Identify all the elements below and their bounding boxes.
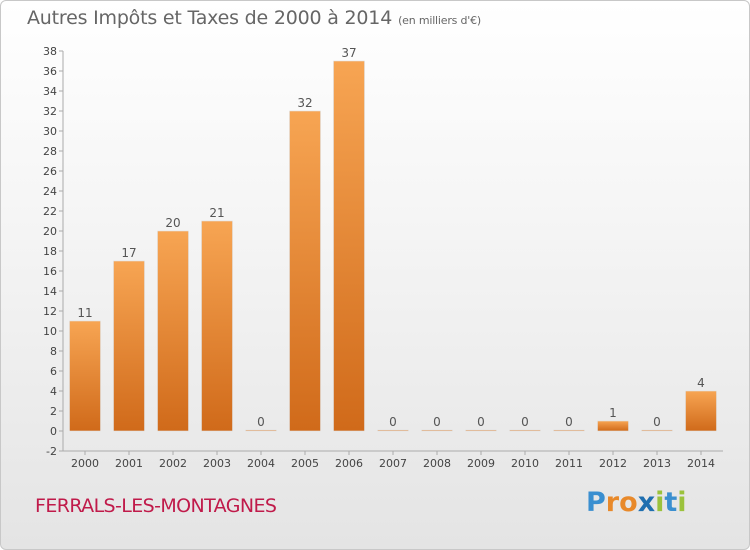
bar-2006 [333, 60, 365, 432]
data-label-2004: 0 [257, 415, 265, 429]
y-tick-label: 34 [43, 85, 57, 98]
chart-title-text: Autres Impôts et Taxes de 2000 à 2014 [27, 7, 393, 29]
y-tick-label: 18 [43, 245, 57, 258]
data-label-2003: 21 [209, 206, 224, 220]
data-label-2012: 1 [609, 406, 617, 420]
chart-subtitle: (en milliers d'€) [398, 14, 481, 27]
y-tick-label: 2 [50, 405, 57, 418]
y-tick-label: 6 [50, 365, 57, 378]
x-tick-label: 2009 [467, 457, 495, 470]
data-label-2000: 11 [77, 306, 92, 320]
x-tick-label: 2008 [423, 457, 451, 470]
bar-2014 [685, 390, 717, 432]
x-tick-label: 2000 [71, 457, 99, 470]
x-tick-label: 2013 [643, 457, 671, 470]
x-tick-label: 2010 [511, 457, 539, 470]
y-tick-label: 22 [43, 205, 57, 218]
y-tick-label: 10 [43, 325, 57, 338]
logo-letter: P [586, 487, 606, 518]
data-label-2002: 20 [165, 216, 180, 230]
logo-letter: i [655, 487, 665, 518]
y-tick-label: 20 [43, 225, 57, 238]
commune-name: FERRALS-LES-MONTAGNES [35, 495, 277, 517]
y-tick-label: 26 [43, 165, 57, 178]
y-tick-label: 28 [43, 145, 57, 158]
logo-letter: i [677, 487, 687, 518]
bar-2011 [553, 429, 585, 432]
y-tick-label: 32 [43, 105, 57, 118]
y-tick-label: 4 [50, 385, 57, 398]
logo-letter: r [605, 487, 620, 518]
logo-letter: t [664, 487, 678, 518]
data-label-2006: 37 [341, 46, 356, 60]
bar-2007 [377, 429, 409, 432]
logo-letter: o [619, 487, 638, 518]
y-tick-label: 8 [50, 345, 57, 358]
x-tick-label: 2012 [599, 457, 627, 470]
y-tick-label: 12 [43, 305, 57, 318]
axes: -202468101214161820222426283032343638200… [43, 45, 723, 470]
y-tick-label: 36 [43, 65, 57, 78]
y-tick-label: 16 [43, 265, 57, 278]
bar-2001 [113, 260, 145, 432]
chart-title: Autres Impôts et Taxes de 2000 à 2014 (en… [27, 7, 481, 29]
bar-2010 [509, 429, 541, 432]
x-tick-label: 2002 [159, 457, 187, 470]
logo-letter: x [637, 487, 656, 518]
y-tick-label: -2 [46, 445, 57, 458]
y-tick-label: 38 [43, 45, 57, 58]
data-label-2010: 0 [521, 415, 529, 429]
x-tick-label: 2004 [247, 457, 275, 470]
x-tick-label: 2014 [687, 457, 715, 470]
bar-2000 [69, 320, 101, 432]
bar-2004 [245, 429, 277, 432]
data-labels: 11 17 20 21 0 32 37 0 0 0 0 0 1 0 4 [77, 46, 704, 429]
data-label-2013: 0 [653, 415, 661, 429]
data-label-2007: 0 [389, 415, 397, 429]
bars [69, 60, 717, 432]
x-tick-label: 2006 [335, 457, 363, 470]
x-tick-label: 2011 [555, 457, 583, 470]
bar-2003 [201, 220, 233, 432]
y-tick-label: 30 [43, 125, 57, 138]
bar-2013 [641, 429, 673, 432]
data-label-2008: 0 [433, 415, 441, 429]
bar-2009 [465, 429, 497, 432]
y-tick-label: 24 [43, 185, 57, 198]
bar-2012 [597, 420, 629, 432]
data-label-2001: 17 [121, 246, 136, 260]
proxiti-logo: Proxiti [586, 487, 687, 518]
x-tick-label: 2007 [379, 457, 407, 470]
x-tick-label: 2005 [291, 457, 319, 470]
y-tick-label: 0 [50, 425, 57, 438]
bar-2008 [421, 429, 453, 432]
x-tick-label: 2001 [115, 457, 143, 470]
y-tick-label: 14 [43, 285, 57, 298]
bar-2005 [289, 110, 321, 432]
data-label-2014: 4 [697, 376, 705, 390]
x-tick-label: 2003 [203, 457, 231, 470]
bar-2002 [157, 230, 189, 432]
data-label-2005: 32 [297, 96, 312, 110]
data-label-2011: 0 [565, 415, 573, 429]
data-label-2009: 0 [477, 415, 485, 429]
